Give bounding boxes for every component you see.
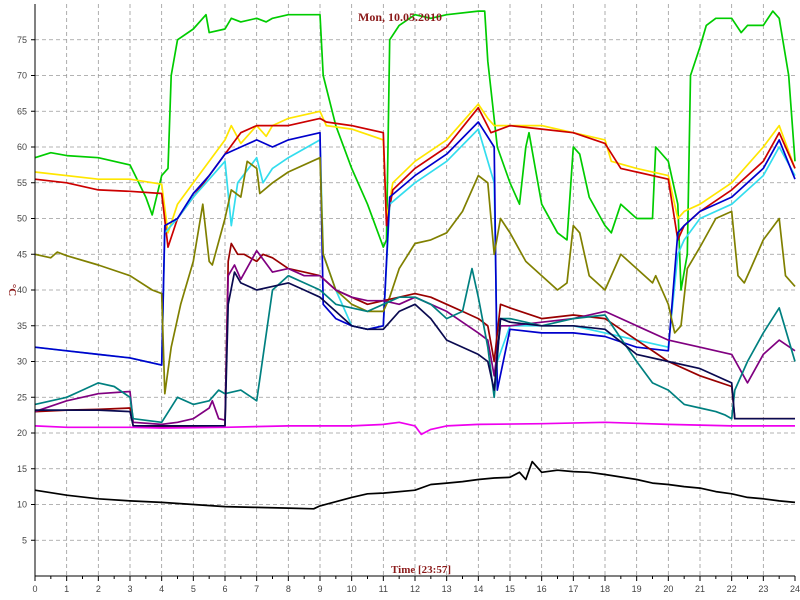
series-line-12	[34, 460, 796, 510]
y-tick-label: 55	[17, 178, 27, 188]
series-line-8	[34, 249, 796, 426]
y-tick-label: 25	[17, 392, 27, 402]
x-tick-label: 6	[222, 584, 227, 594]
y-tick-label: 10	[17, 500, 27, 510]
y-tick-label: 5	[22, 535, 27, 545]
x-tick-label: 2	[96, 584, 101, 594]
x-tick-label: 11	[379, 584, 388, 594]
x-tick-labels: 0 1 2 3 4 5 6 7 8 9 10 11 12 13 14 15 16 17 18 19 20 21 22 23 24	[32, 584, 800, 594]
y-tick-labels: 5 10 15 20 25 30 35 40 45 50 55 60 65 70 75	[17, 35, 27, 546]
x-tick-label: 19	[632, 584, 642, 594]
x-tick-label: 4	[159, 584, 164, 594]
y-tick-label: 70	[17, 71, 27, 81]
x-tick-label: 15	[505, 584, 515, 594]
series-line-5	[34, 121, 796, 391]
y-tick-label: 30	[17, 357, 27, 367]
series-group	[34, 10, 796, 510]
y-tick-label: 50	[17, 214, 27, 224]
x-tick-label: 16	[537, 584, 547, 594]
x-tick-label: 5	[191, 584, 196, 594]
series-line-1	[34, 10, 796, 291]
series-line-10	[35, 271, 795, 427]
x-tick-label: 9	[317, 584, 322, 594]
x-tick-label: 22	[727, 584, 737, 594]
x-tick-label: 21	[695, 584, 705, 594]
x-tick-label: 13	[442, 584, 452, 594]
y-tick-label: 75	[17, 35, 27, 45]
y-tick-label: 40	[17, 285, 27, 295]
x-axis-label: Time [23:57]	[391, 564, 451, 576]
x-tick-label: 18	[600, 584, 610, 594]
x-tick-label: 14	[473, 584, 483, 594]
y-tick-label: 60	[17, 142, 27, 152]
series-line-6	[34, 156, 796, 395]
chart-title: Mon, 10.05.2010	[358, 10, 442, 24]
x-tick-label: 12	[410, 584, 420, 594]
x-tick-label: 8	[286, 584, 291, 594]
axes	[31, 4, 796, 581]
y-tick-label: 15	[17, 464, 27, 474]
x-tick-label: 7	[254, 584, 259, 594]
y-tick-label: 20	[17, 428, 27, 438]
x-tick-label: 1	[64, 584, 69, 594]
series-line-11	[34, 421, 795, 436]
y-tick-label: 35	[17, 321, 27, 331]
x-tick-label: 24	[790, 584, 800, 594]
x-tick-label: 3	[127, 584, 132, 594]
x-tick-label: 20	[663, 584, 673, 594]
x-tick-label: 17	[568, 584, 578, 594]
y-tick-label: 45	[17, 249, 27, 259]
series-line-9	[34, 267, 796, 424]
x-tick-label: 10	[347, 584, 357, 594]
y-axis-label: °C	[6, 284, 18, 296]
x-tick-label: 23	[758, 584, 768, 594]
y-tick-label: 65	[17, 106, 27, 116]
x-tick-label: 0	[32, 584, 37, 594]
